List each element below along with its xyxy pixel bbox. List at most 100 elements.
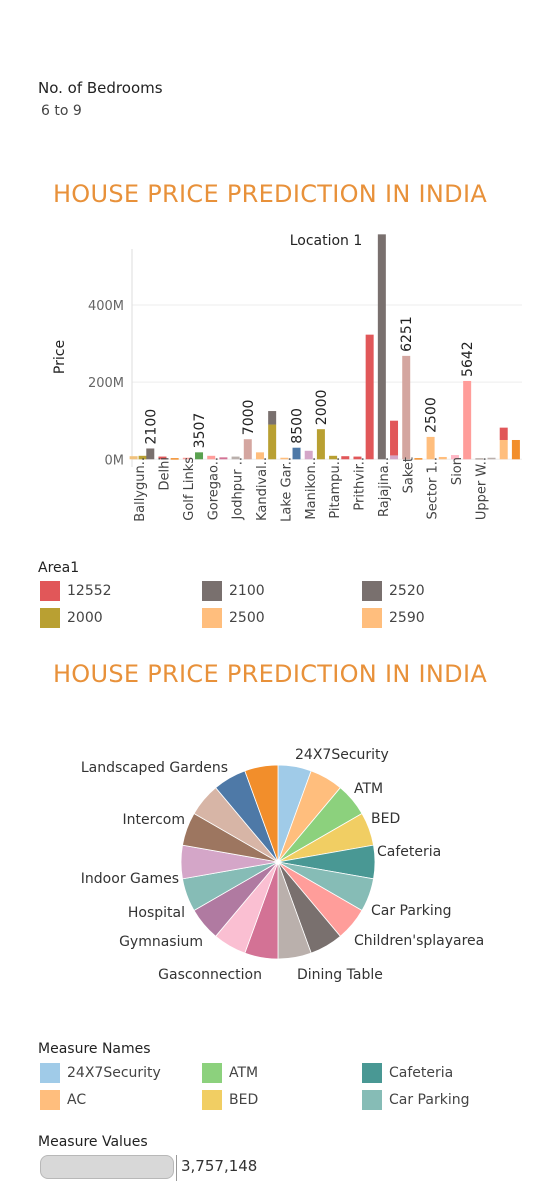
bar [511,439,520,460]
x-category-label: Prithvir.. [353,457,368,511]
bar [243,439,252,460]
legend-label: 2500 [229,610,265,626]
y-axis-label: Price [52,340,68,374]
pie-chart: 24X7Security ATM BED Cafeteria Car Parking Ch… [81,747,484,983]
bar-data-label: 7000 [241,400,257,436]
area-legend-item[interactable]: 2500 [202,608,265,628]
legend-swatch [362,581,382,601]
pie-chart-title: HOUSE PRICE PREDICTION IN INDIA [52,660,488,688]
x-category-label: Upper W.. [474,457,489,520]
x-category-label: Lake Gar.. [279,457,294,522]
pie-slice-label: Car Parking [371,903,451,919]
x-category-label: Manikon.. [304,457,319,520]
bar [487,457,496,460]
x-category-label: Saket [401,457,416,493]
pie-slice-label: ATM [354,781,383,797]
legend-label: Cafeteria [389,1065,454,1081]
area-legend-item[interactable]: 2000 [40,608,103,628]
bar [158,456,167,460]
x-category-label: Sion [450,457,465,485]
pie-slice-label: Landscaped Gardens [81,760,228,776]
measure-names-legend-item[interactable]: Cafeteria [362,1063,453,1083]
bar [353,456,362,460]
bar [450,455,459,460]
bar [129,456,138,460]
y-tick-label: 200M [88,376,124,391]
legend-swatch [40,608,60,628]
bar-data-label: 2100 [143,409,159,445]
legend-label: ATM [229,1065,259,1081]
bar [463,380,472,460]
bar [316,429,325,460]
legend-swatch [362,608,382,628]
area-legend-title: Area1 [38,560,80,576]
bar-data-label: 2000 [314,390,330,426]
bar [365,334,374,460]
bar-segment [499,427,508,440]
bar [304,450,313,460]
legend-label: Car Parking [389,1092,470,1108]
x-category-label: Pitampu.. [328,457,343,519]
legend-swatch [40,581,60,601]
bar-segment [268,411,277,425]
pie-slice-label: Hospital [128,905,185,921]
column-header: Location 1 [290,233,363,249]
bar-segment [390,455,399,460]
x-category-label: Ballygun.. [133,457,148,522]
x-category-label: Kandival.. [255,457,270,521]
measure-names-legend-item[interactable]: ATM [202,1063,258,1083]
measure-names-legend-item[interactable]: 24X7Security [40,1063,161,1083]
legend-swatch [202,1090,222,1110]
bar-data-label: 6251 [399,316,415,352]
bar-chart: Location 1 0M 200M 400M Price 2100 3507 7000 850… [52,233,522,522]
bar [438,456,447,460]
bar-segment [268,424,277,460]
legend-label: 12552 [67,583,112,599]
area-legend-item[interactable]: 2520 [362,581,425,601]
area-legend-item[interactable]: 2590 [362,608,425,628]
measure-names-legend-item[interactable]: AC [40,1090,86,1110]
x-category-label: Golf Links [182,457,197,521]
bar [377,234,386,460]
bar [280,457,289,460]
pie-slice-label: Gymnasium [119,934,203,950]
legend-label: 2100 [229,583,265,599]
bar [231,456,240,460]
filter-label: No. of Bedrooms [38,79,163,97]
bar [475,458,484,460]
x-category-label: Goregao.. [206,457,221,520]
bar [414,458,423,460]
bar-data-label: 5642 [460,341,476,377]
x-category-label: Delhi [158,457,173,490]
y-tick-label: 0M [105,453,125,468]
legend-swatch [362,1063,382,1083]
measure-values-title: Measure Values [38,1134,148,1150]
area-legend-item[interactable]: 12552 [40,581,112,601]
x-category-label: Rajajina.. [377,457,392,517]
measure-values-bar[interactable] [40,1155,174,1179]
measure-names-legend-item[interactable]: BED [202,1090,258,1110]
pie-slice-label: Children'splayarea [354,933,484,949]
filter-value[interactable]: 6 to 9 [41,103,82,119]
bar [402,355,411,460]
pie-slice-label: Intercom [123,812,185,828]
measure-names-legend-item[interactable]: Car Parking [362,1090,469,1110]
legend-swatch [202,581,222,601]
bar-data-label: 8500 [290,408,306,444]
bar [207,455,216,460]
area-legend-item[interactable]: 2100 [202,581,265,601]
measure-values-separator [176,1155,177,1181]
bar [255,452,264,460]
bar [329,455,338,460]
pie-slice-label: Gasconnection [158,967,262,983]
measure-names-legend-title: Measure Names [38,1041,151,1057]
legend-label: 2000 [67,610,103,626]
bar [138,455,147,460]
bar-data-label: 2500 [424,397,440,433]
bar-data-label: 3507 [192,413,208,449]
legend-swatch [40,1063,60,1083]
legend-swatch [362,1090,382,1110]
bar [292,447,301,460]
legend-label: BED [229,1092,259,1108]
legend-label: 2590 [389,610,425,626]
